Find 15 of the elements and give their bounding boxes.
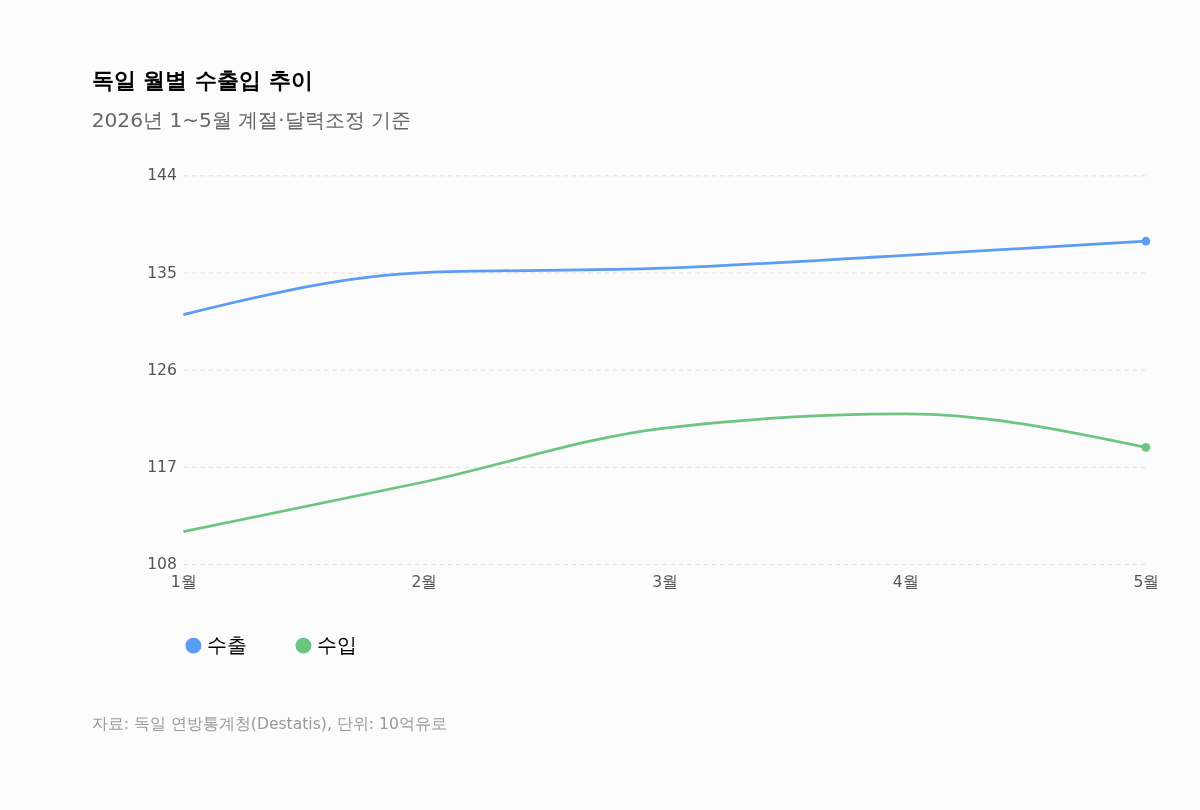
y-tick-label: 126 [147, 360, 177, 379]
x-tick-label: 5월 [1133, 573, 1160, 592]
x-tick-label: 1월 [170, 573, 197, 592]
legend-label: 수입 [317, 633, 358, 658]
y-tick-label: 117 [147, 457, 177, 476]
y-tick-label: 144 [147, 166, 177, 185]
chart-subtitle: 2026년 1~5월 계절·달력조정 기준 [91, 107, 412, 132]
y-tick-label: 108 [147, 555, 177, 574]
x-tick-label: 3월 [652, 573, 679, 592]
legend-label: 수출 [207, 633, 248, 658]
y-tick-label: 135 [147, 263, 177, 282]
text: 자료: 독일 연방통계청(Destatis), 단위: 10억유로 [91, 715, 447, 734]
chart-title: 독일 월별 수출입 추이 [91, 68, 313, 94]
x-tick-label: 4월 [892, 573, 919, 592]
x-tick-label: 2월 [411, 573, 438, 592]
